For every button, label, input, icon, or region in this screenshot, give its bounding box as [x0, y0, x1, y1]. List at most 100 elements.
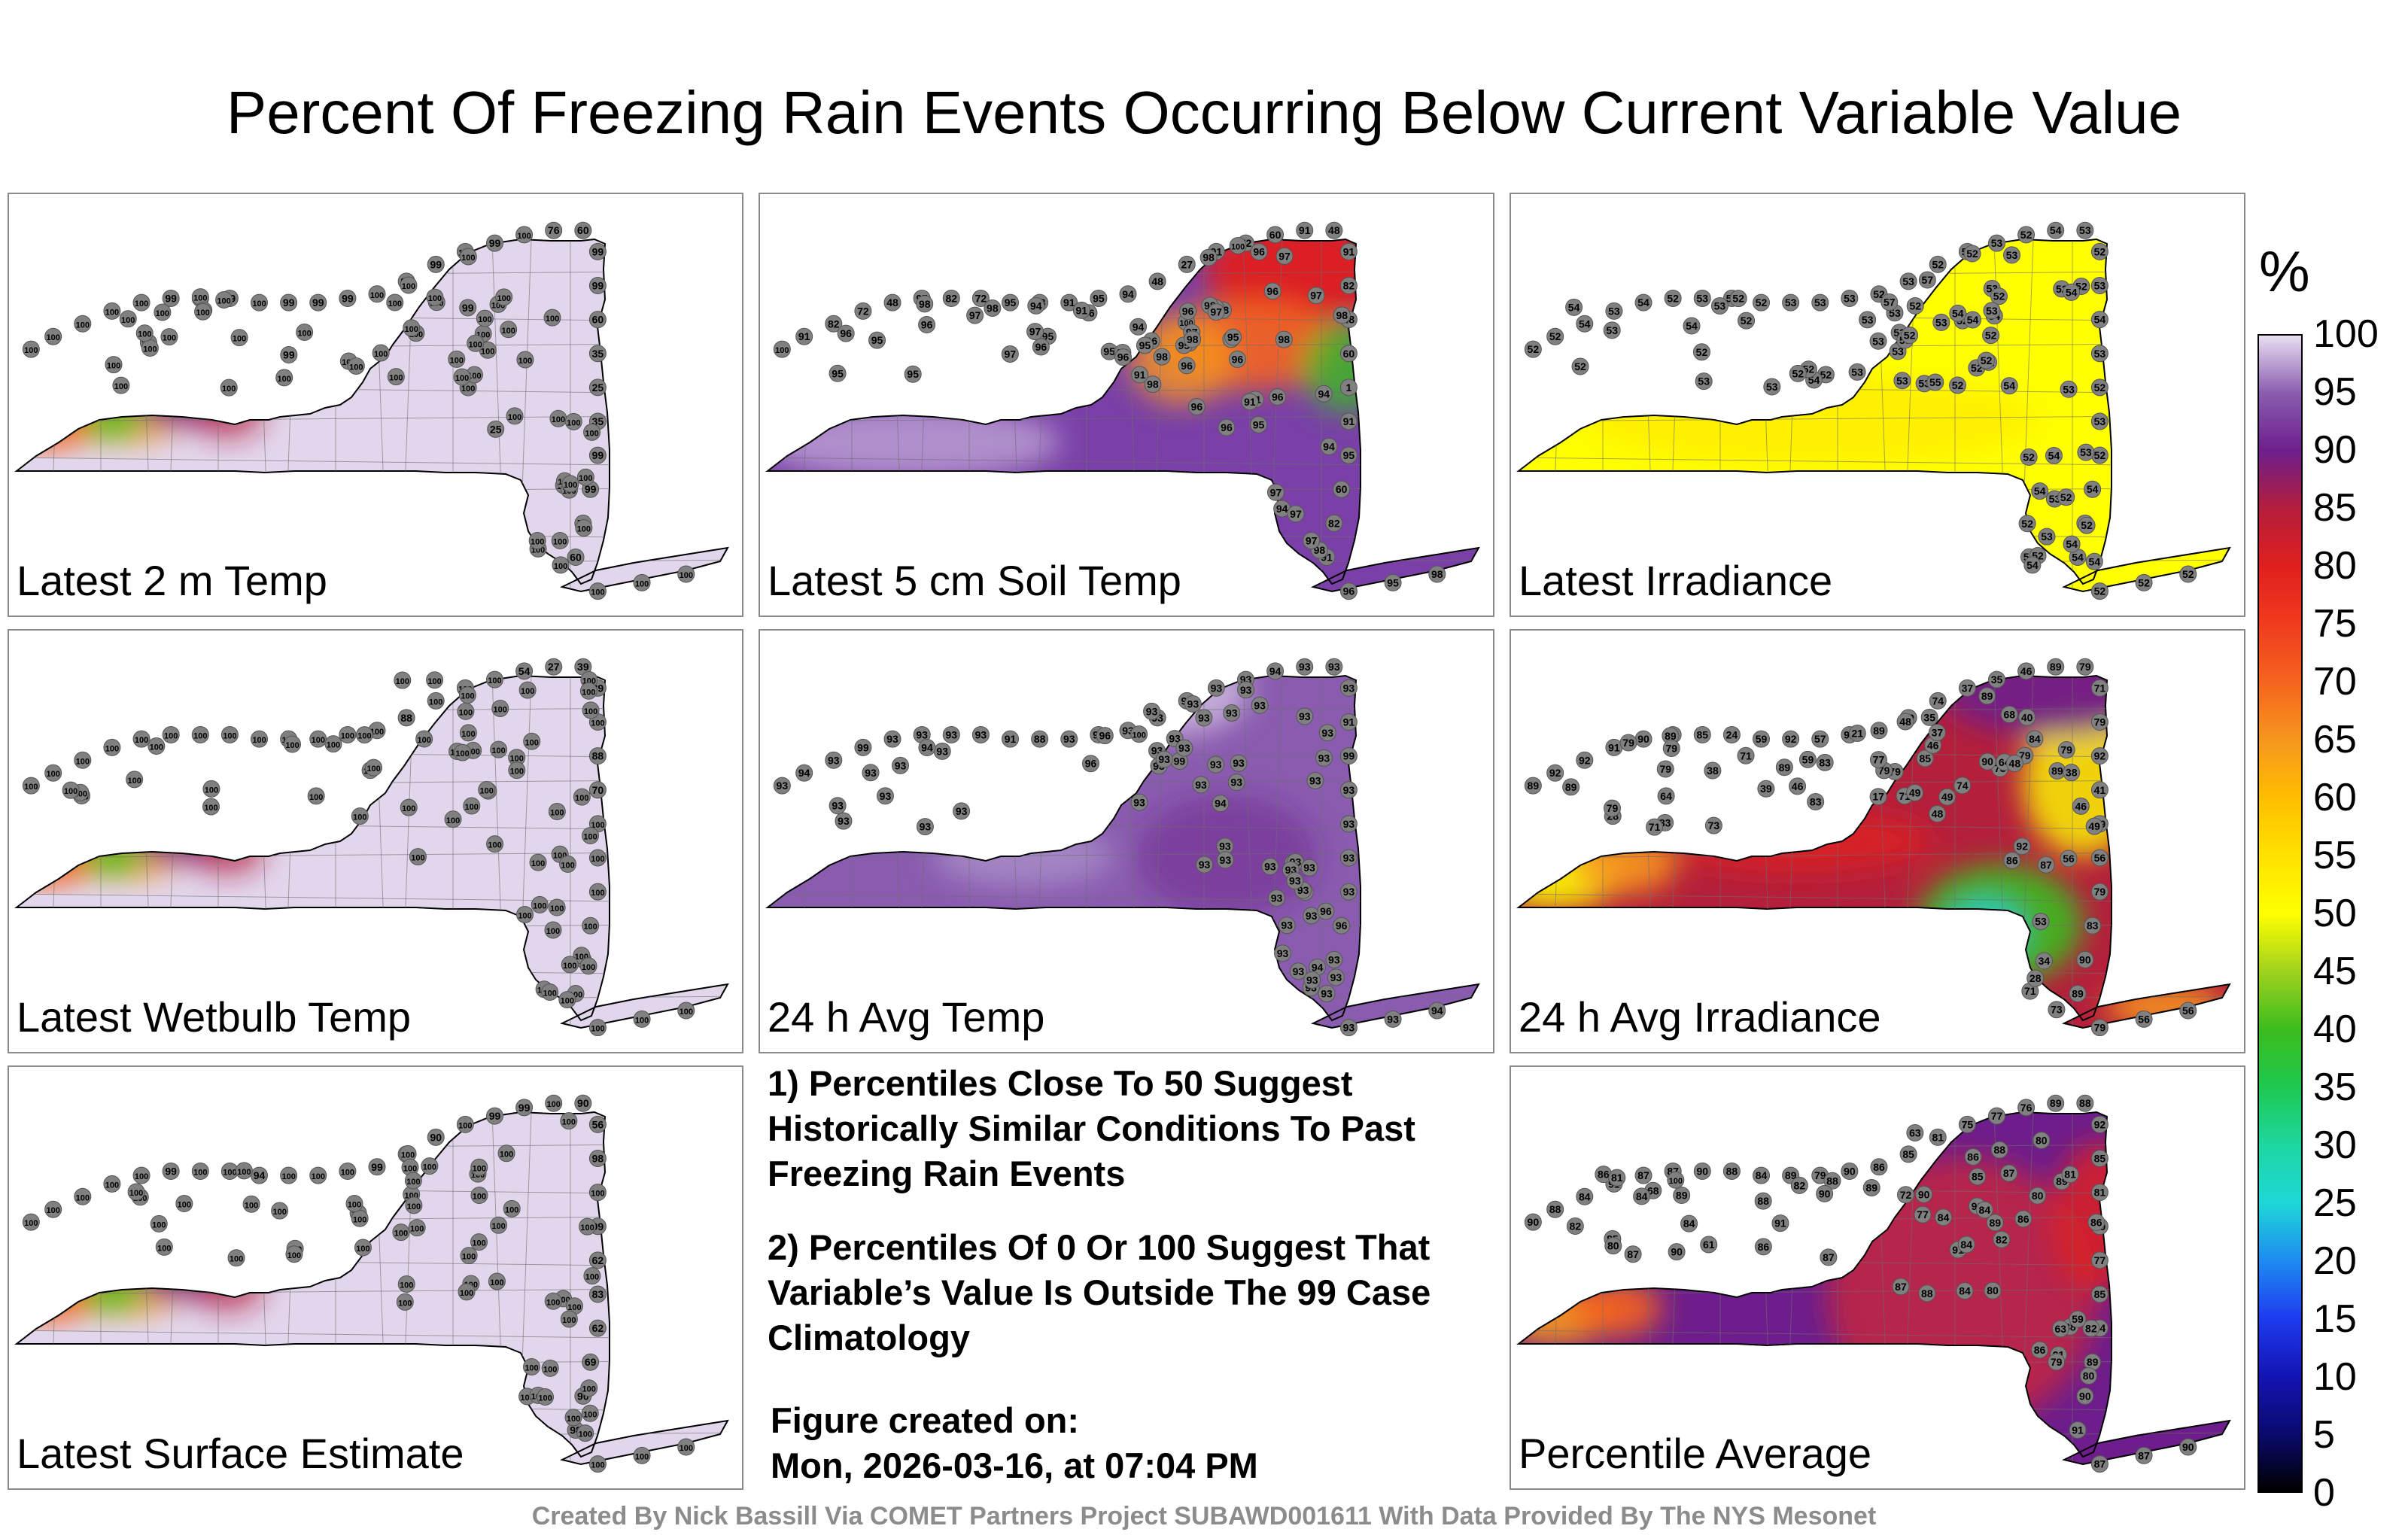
station-marker [541, 983, 559, 1002]
station-marker [154, 303, 172, 321]
station-value: 100 [543, 989, 557, 999]
station-marker [1737, 746, 1755, 764]
station-value: 91 [1076, 304, 1088, 316]
station-value: 100 [105, 744, 119, 753]
station-marker [1899, 272, 1917, 290]
map-latest-5cm-soil-temp: 1009182724895827295489195944827917260914… [765, 221, 1480, 600]
station-value: 100 [388, 299, 402, 309]
station-marker [579, 682, 597, 700]
station-value: 94 [921, 741, 933, 753]
station-marker [387, 368, 405, 386]
station-marker [275, 369, 293, 387]
station-value: 100 [24, 346, 38, 355]
station-marker [1325, 658, 1343, 676]
long-island-outline [2062, 1419, 2231, 1466]
station-value: 72 [975, 292, 987, 304]
station-value: 46 [1792, 780, 1804, 792]
station-marker [773, 777, 791, 795]
station-marker [582, 701, 600, 719]
station-value: 88 [400, 712, 412, 724]
station-value: 100 [494, 705, 507, 714]
station-marker [588, 1115, 607, 1133]
station-value: 100 [554, 562, 567, 571]
station-marker [1325, 514, 1343, 532]
station-marker [552, 556, 570, 574]
station-value: 90 [1918, 1188, 1930, 1200]
station-marker [2090, 883, 2109, 901]
station-value: 84 [1579, 1190, 1591, 1202]
state-outline [1516, 1111, 2112, 1458]
station-value: 100 [138, 330, 151, 339]
station-marker [588, 747, 607, 765]
station-marker [103, 302, 121, 320]
station-value: 100 [366, 764, 380, 774]
station-marker [354, 1239, 372, 1257]
station-value: 37 [1962, 682, 1974, 694]
county-line [1519, 487, 2230, 494]
station-marker [1790, 1176, 1808, 1194]
station-marker [918, 738, 936, 756]
station-value: 27 [548, 661, 560, 673]
colorbar-tick: 30 [2313, 1123, 2357, 1167]
station-marker [1266, 662, 1285, 680]
station-value: 93 [1299, 710, 1311, 722]
station-marker [1673, 1187, 1691, 1205]
station-value: 94 [1133, 321, 1145, 333]
county-line [1519, 529, 2230, 540]
station-value: 97 [1278, 250, 1291, 262]
station-marker [1155, 750, 1173, 768]
station-marker [1269, 388, 1287, 406]
colorbar-tick: 40 [2313, 1008, 2357, 1051]
station-marker [966, 306, 984, 324]
station-value: 91 [1244, 396, 1256, 408]
county-line [17, 487, 728, 494]
station-value: 100 [561, 997, 574, 1006]
station-marker [1339, 1019, 1358, 1037]
station-value: 93 [1343, 682, 1355, 694]
station-value: 100 [591, 855, 604, 864]
station-value: 53 [2094, 280, 2106, 292]
station-marker [1624, 1245, 1642, 1263]
station-value: 91 [1608, 741, 1620, 753]
station-marker [2069, 1421, 2087, 1439]
station-value: 17 [1872, 791, 1884, 803]
panel-label: Latest Wetbulb Temp [17, 993, 412, 1041]
station-value: 48 [886, 296, 898, 309]
station-value: 100 [205, 786, 218, 795]
station-value: 60 [592, 314, 604, 326]
station-value: 81 [2064, 1169, 2076, 1181]
station-marker [458, 1283, 476, 1301]
station-marker [1859, 311, 1877, 329]
station-marker [1603, 799, 1621, 817]
station-marker [1896, 1186, 1914, 1204]
station-marker [2076, 658, 2094, 676]
station-value: 93 [1343, 852, 1355, 864]
station-marker [2076, 221, 2094, 239]
station-value: 100 [164, 731, 178, 740]
station-value: 100 [287, 1251, 301, 1260]
station-value: 100 [567, 418, 580, 427]
station-marker [251, 293, 269, 312]
station-value: 54 [1952, 307, 1964, 319]
county-line [17, 1215, 728, 1223]
station-marker [1333, 916, 1351, 935]
station-marker [567, 548, 585, 566]
station-value: 100 [156, 309, 169, 318]
station-marker [1916, 749, 1934, 768]
station-marker [2048, 1353, 2066, 1371]
station-marker [1807, 792, 1825, 810]
station-marker [1218, 418, 1236, 436]
county-line [768, 270, 1479, 278]
station-value: 53 [1696, 292, 1708, 304]
station-marker [2090, 781, 2109, 799]
station-value: 62 [592, 1254, 604, 1266]
station-marker [2026, 969, 2045, 987]
station-value: 80 [2036, 1134, 2048, 1146]
station-marker [2087, 1213, 2105, 1231]
station-value: 99 [283, 296, 295, 309]
station-value: 38 [2066, 767, 2078, 779]
station-marker [528, 531, 546, 549]
station-marker [588, 1455, 607, 1473]
station-value: 98 [1202, 251, 1215, 263]
station-marker [953, 802, 971, 820]
